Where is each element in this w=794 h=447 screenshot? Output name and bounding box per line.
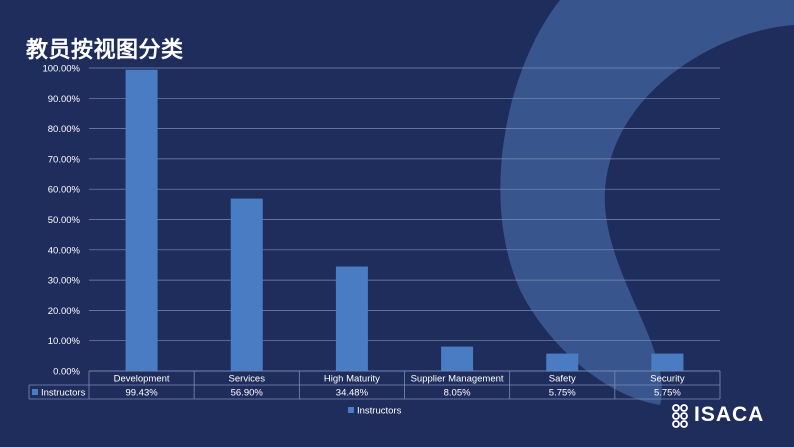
bar-supplier-management: [441, 346, 474, 371]
category-label: Safety: [549, 374, 576, 385]
data-label: 5.75%: [549, 388, 576, 399]
category-label: Development: [114, 374, 170, 385]
y-tick-label: 20.00%: [48, 306, 81, 317]
legend-swatch: [348, 407, 354, 413]
y-tick-label: 0.00%: [53, 367, 80, 378]
y-axis-ticks: 0.00% 10.00% 20.00% 30.00% 40.00% 50.00% 60.00…: [42, 64, 80, 378]
data-label: 34.48%: [336, 388, 369, 399]
bar-high-maturity: [335, 266, 368, 371]
data-label: 5.75%: [654, 388, 681, 399]
bar-chart: 0.00% 10.00% 20.00% 30.00% 40.00% 50.00% 60.00…: [28, 64, 721, 417]
category-label: Security: [650, 374, 685, 385]
bar-services: [230, 198, 263, 371]
data-label: 56.90%: [231, 388, 264, 399]
table-series-swatch: [32, 389, 38, 395]
y-tick-label: 80.00%: [48, 124, 81, 135]
y-tick-label: 60.00%: [48, 185, 81, 196]
bar-safety: [546, 353, 579, 371]
decorative-arc: [500, 0, 794, 405]
legend-label: Instructors: [357, 406, 402, 417]
gridlines: [89, 67, 720, 372]
category-label: High Maturity: [324, 374, 380, 385]
data-label: 8.05%: [444, 388, 471, 399]
legend: Instructors: [348, 406, 402, 417]
y-tick-label: 50.00%: [48, 215, 81, 226]
y-tick-label: 30.00%: [48, 276, 81, 287]
page-title: 教员按视图分类: [26, 38, 184, 63]
y-tick-label: 40.00%: [48, 245, 81, 256]
y-tick-label: 100.00%: [42, 64, 80, 75]
table-series-name: Instructors: [41, 388, 86, 399]
category-label: Supplier Management: [411, 374, 504, 385]
y-tick-label: 10.00%: [48, 336, 81, 347]
bars: [125, 69, 684, 371]
logo-text: ISACA: [694, 403, 765, 426]
data-label: 99.43%: [125, 388, 158, 399]
isaca-logo-icon: [672, 404, 688, 428]
y-tick-label: 90.00%: [48, 94, 81, 105]
category-label: Services: [229, 374, 266, 385]
bar-development: [125, 69, 158, 371]
bar-security: [651, 353, 684, 371]
data-table: Development 99.43% Services 56.90% High Matu…: [28, 370, 721, 400]
y-tick-label: 70.00%: [48, 154, 81, 165]
